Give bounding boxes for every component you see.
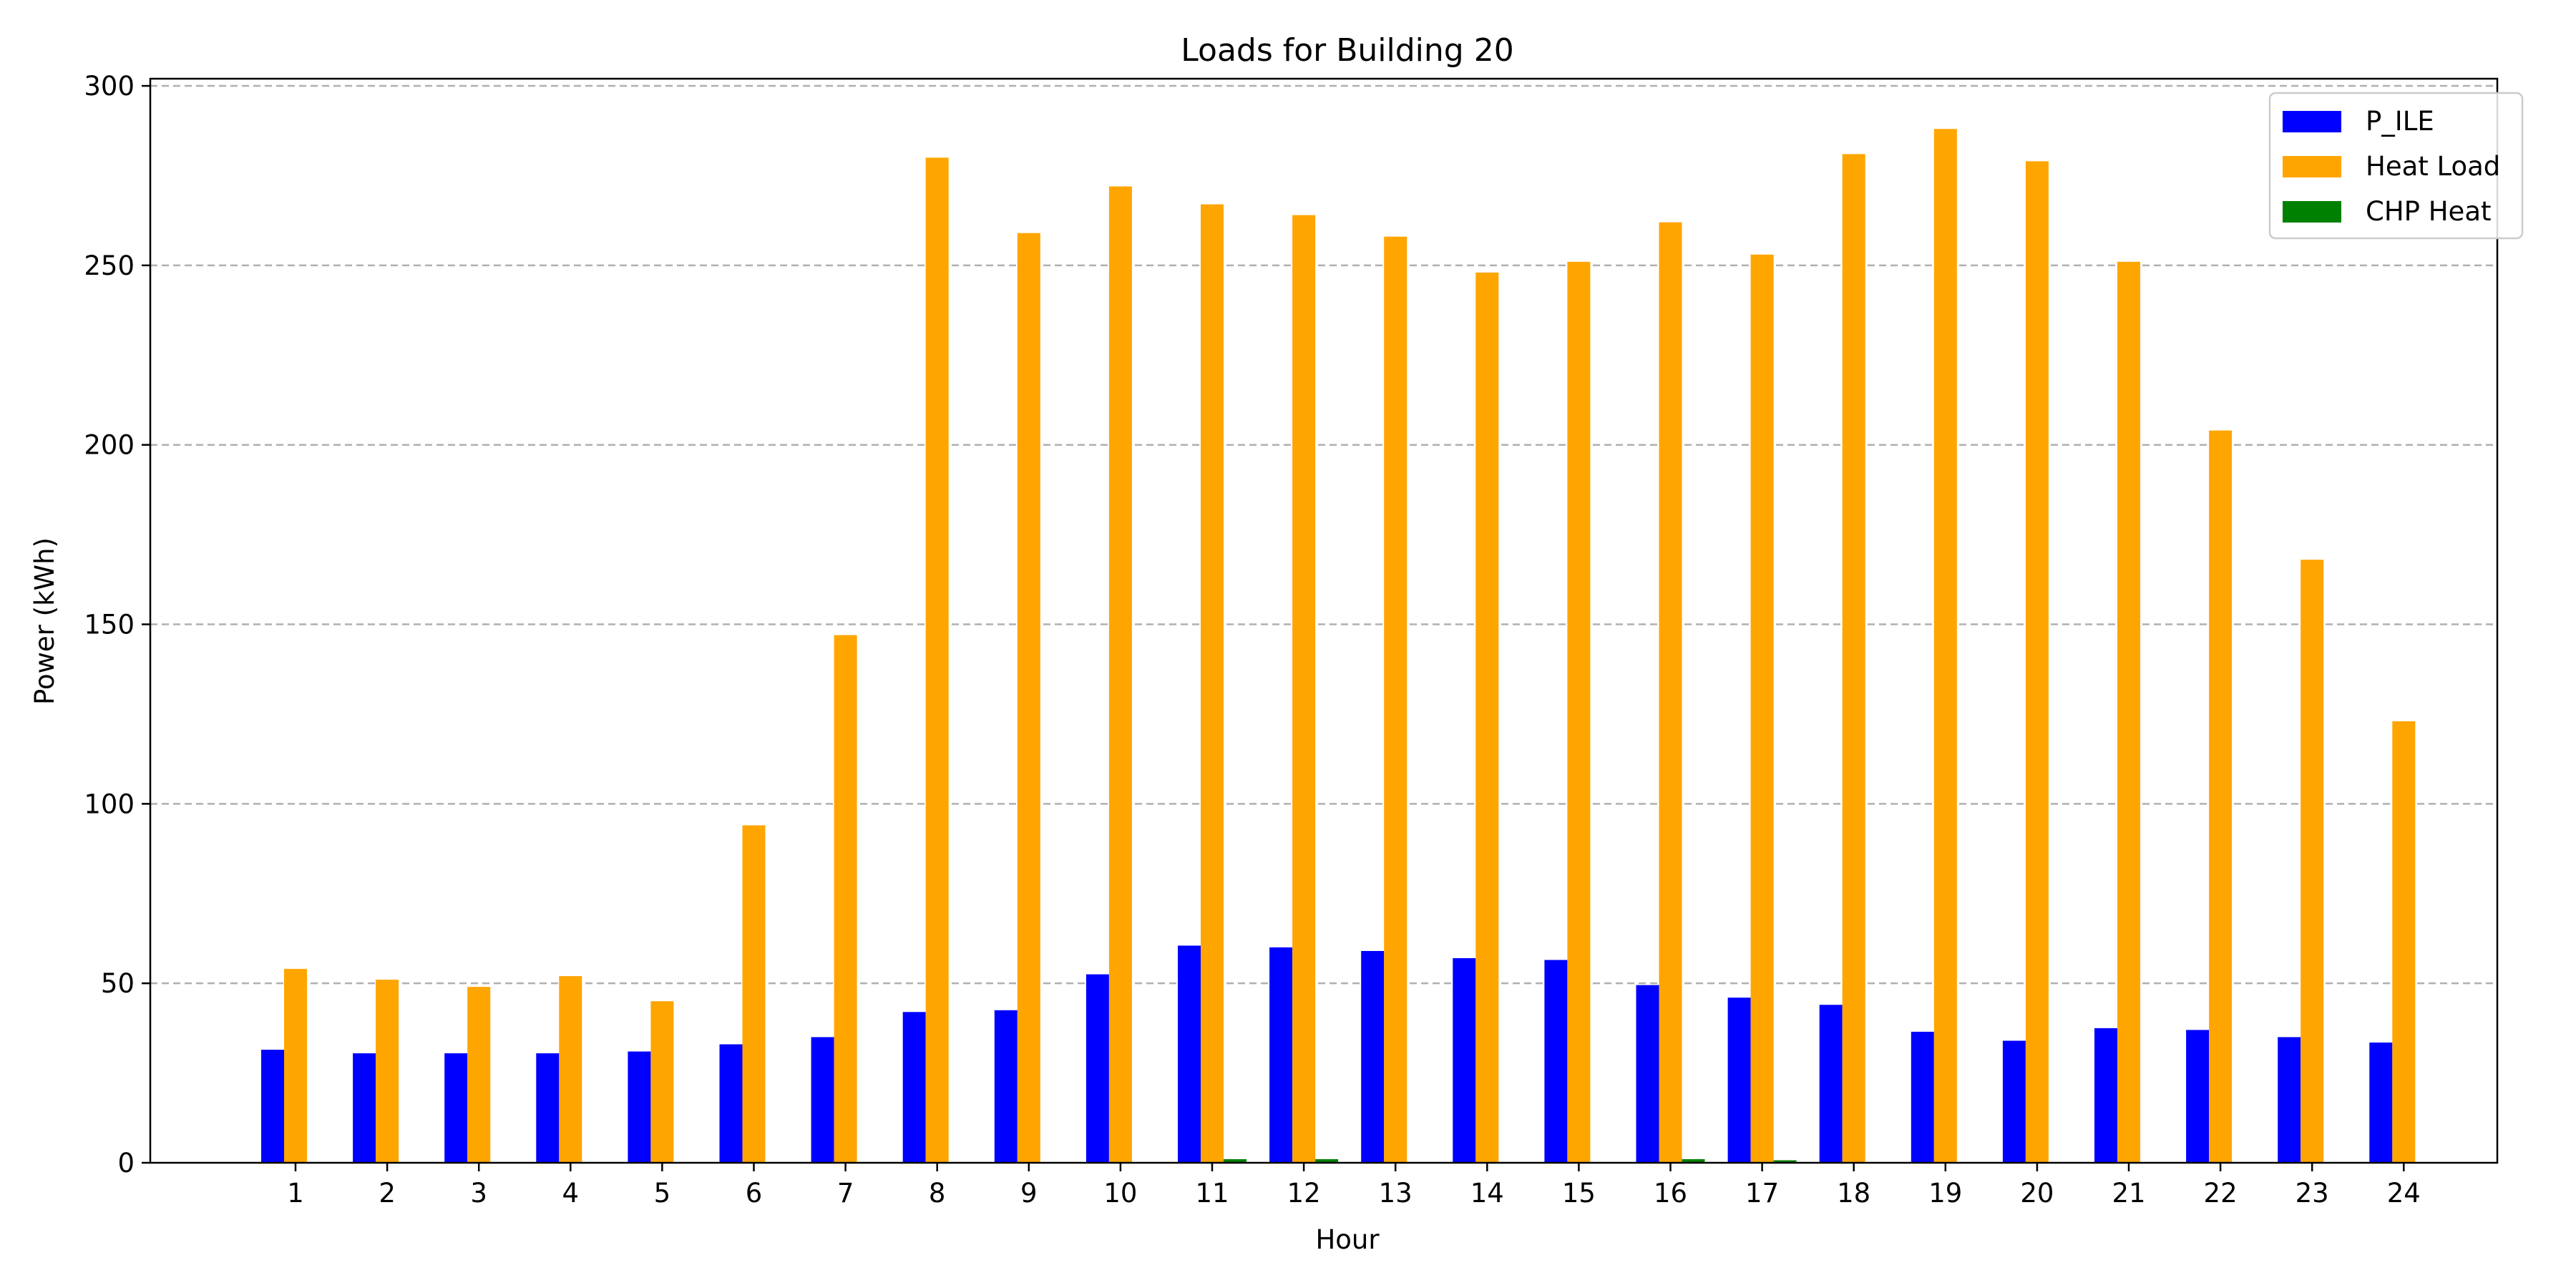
x-tick-label: 4 — [562, 1178, 580, 1209]
bar-heat-load — [834, 635, 857, 1163]
bar-p-ile — [2186, 1030, 2210, 1163]
bar-p-ile — [1361, 951, 1385, 1163]
bar-p-ile — [719, 1044, 743, 1163]
bar-p-ile — [2369, 1042, 2393, 1163]
bar-heat-load — [650, 1001, 674, 1163]
bar-heat-load — [1933, 129, 1957, 1163]
x-axis: 1 2 3 4 5 6 7 8 9 10 11 12 13 14 15 16 17 18 19 20 21 22 23 24 — [287, 1163, 2421, 1209]
bar-heat-load — [1384, 236, 1407, 1163]
x-tick-label: 16 — [1654, 1178, 1687, 1209]
x-tick-label: 19 — [1928, 1178, 1962, 1209]
bar-p-ile — [1085, 974, 1109, 1163]
bar-p-ile — [2002, 1040, 2026, 1163]
y-tick-label: 100 — [84, 789, 135, 819]
bar-p-ile — [1453, 958, 1476, 1163]
x-tick-label: 9 — [1020, 1178, 1038, 1209]
bar-heat-load — [1017, 233, 1040, 1163]
x-tick-label: 18 — [1837, 1178, 1870, 1209]
y-tick-label: 50 — [101, 968, 135, 999]
bar-heat-load — [2392, 721, 2416, 1163]
x-tick-label: 14 — [1470, 1178, 1504, 1209]
bar-heat-load — [559, 976, 582, 1163]
bar-p-ile — [902, 1012, 926, 1163]
bar-p-ile — [628, 1051, 651, 1163]
bar-p-ile — [353, 1053, 376, 1163]
bar-p-ile — [1727, 997, 1751, 1163]
legend-label-p-ile: P_ILE — [2366, 106, 2434, 137]
legend-swatch-chp-heat — [2283, 201, 2341, 223]
bar-heat-load — [1659, 222, 1682, 1163]
legend-swatch-heat-load — [2283, 156, 2341, 177]
bar-p-ile — [811, 1037, 834, 1163]
chart-title: Loads for Building 20 — [1181, 32, 1513, 69]
bar-heat-load — [1567, 261, 1591, 1163]
bar-chp-heat — [1224, 1158, 1246, 1163]
bar-p-ile — [1544, 960, 1568, 1163]
bar-heat-load — [376, 980, 399, 1163]
bar-heat-load — [467, 987, 491, 1163]
bar-heat-load — [1750, 254, 1774, 1163]
bar-p-ile — [261, 1049, 284, 1163]
bar-heat-load — [1842, 154, 1865, 1163]
bar-heat-load — [1201, 204, 1224, 1163]
bar-p-ile — [1819, 1005, 1843, 1163]
bar-heat-load — [2025, 161, 2049, 1163]
bar-p-ile — [2278, 1037, 2301, 1163]
bar-p-ile — [444, 1053, 468, 1163]
x-tick-label: 24 — [2387, 1178, 2421, 1209]
x-tick-label: 8 — [929, 1178, 946, 1209]
y-tick-label: 150 — [84, 610, 135, 640]
bar-chp-heat — [1773, 1160, 1797, 1163]
bar-heat-load — [742, 825, 766, 1163]
y-axis-label: Power (kWh) — [29, 537, 60, 705]
x-tick-label: 12 — [1287, 1178, 1321, 1209]
x-tick-label: 2 — [379, 1178, 396, 1209]
bar-heat-load — [284, 969, 307, 1163]
x-tick-label: 15 — [1562, 1178, 1596, 1209]
bars-layer — [261, 129, 2416, 1163]
legend-label-heat-load: Heat Load — [2366, 151, 2500, 182]
legend-label-chp-heat: CHP Heat — [2366, 196, 2492, 227]
x-tick-label: 10 — [1103, 1178, 1137, 1209]
x-tick-label: 11 — [1195, 1178, 1229, 1209]
y-tick-label: 300 — [84, 71, 135, 102]
x-tick-label: 1 — [287, 1178, 304, 1209]
bar-heat-load — [925, 157, 949, 1163]
bar-chp-heat — [1682, 1158, 1705, 1163]
x-axis-label: Hour — [1315, 1224, 1380, 1255]
plot-frame — [149, 77, 2499, 1164]
bar-p-ile — [1636, 985, 1659, 1163]
y-tick-label: 200 — [84, 430, 135, 461]
x-tick-label: 6 — [746, 1178, 763, 1209]
y-axis: 0 50 100 150 200 250 300 — [84, 71, 150, 1179]
bar-heat-load — [1108, 186, 1132, 1163]
bar-heat-load — [2117, 261, 2140, 1163]
bar-p-ile — [1269, 947, 1293, 1163]
x-tick-label: 23 — [2296, 1178, 2329, 1209]
bar-heat-load — [1292, 215, 1316, 1163]
legend: P_ILE Heat Load CHP Heat — [2268, 92, 2524, 240]
y-tick-label: 250 — [84, 250, 135, 281]
bar-p-ile — [536, 1053, 560, 1163]
legend-swatch-p-ile — [2283, 111, 2341, 132]
x-tick-label: 17 — [1745, 1178, 1779, 1209]
bar-heat-load — [1475, 272, 1499, 1163]
bar-heat-load — [2301, 560, 2324, 1163]
x-tick-label: 20 — [2020, 1178, 2054, 1209]
x-tick-label: 7 — [837, 1178, 854, 1209]
bar-p-ile — [994, 1010, 1018, 1163]
x-tick-label: 21 — [2112, 1178, 2145, 1209]
bar-heat-load — [2209, 430, 2233, 1163]
bar-p-ile — [1178, 945, 1201, 1163]
bar-p-ile — [2094, 1028, 2117, 1163]
bar-p-ile — [1911, 1031, 1934, 1163]
x-tick-label: 5 — [654, 1178, 671, 1209]
x-tick-label: 22 — [2204, 1178, 2238, 1209]
y-tick-label: 0 — [117, 1148, 135, 1179]
x-tick-label: 3 — [470, 1178, 487, 1209]
grid-layer — [150, 84, 2497, 985]
bar-chp-heat — [1315, 1158, 1339, 1163]
x-tick-label: 13 — [1379, 1178, 1413, 1209]
